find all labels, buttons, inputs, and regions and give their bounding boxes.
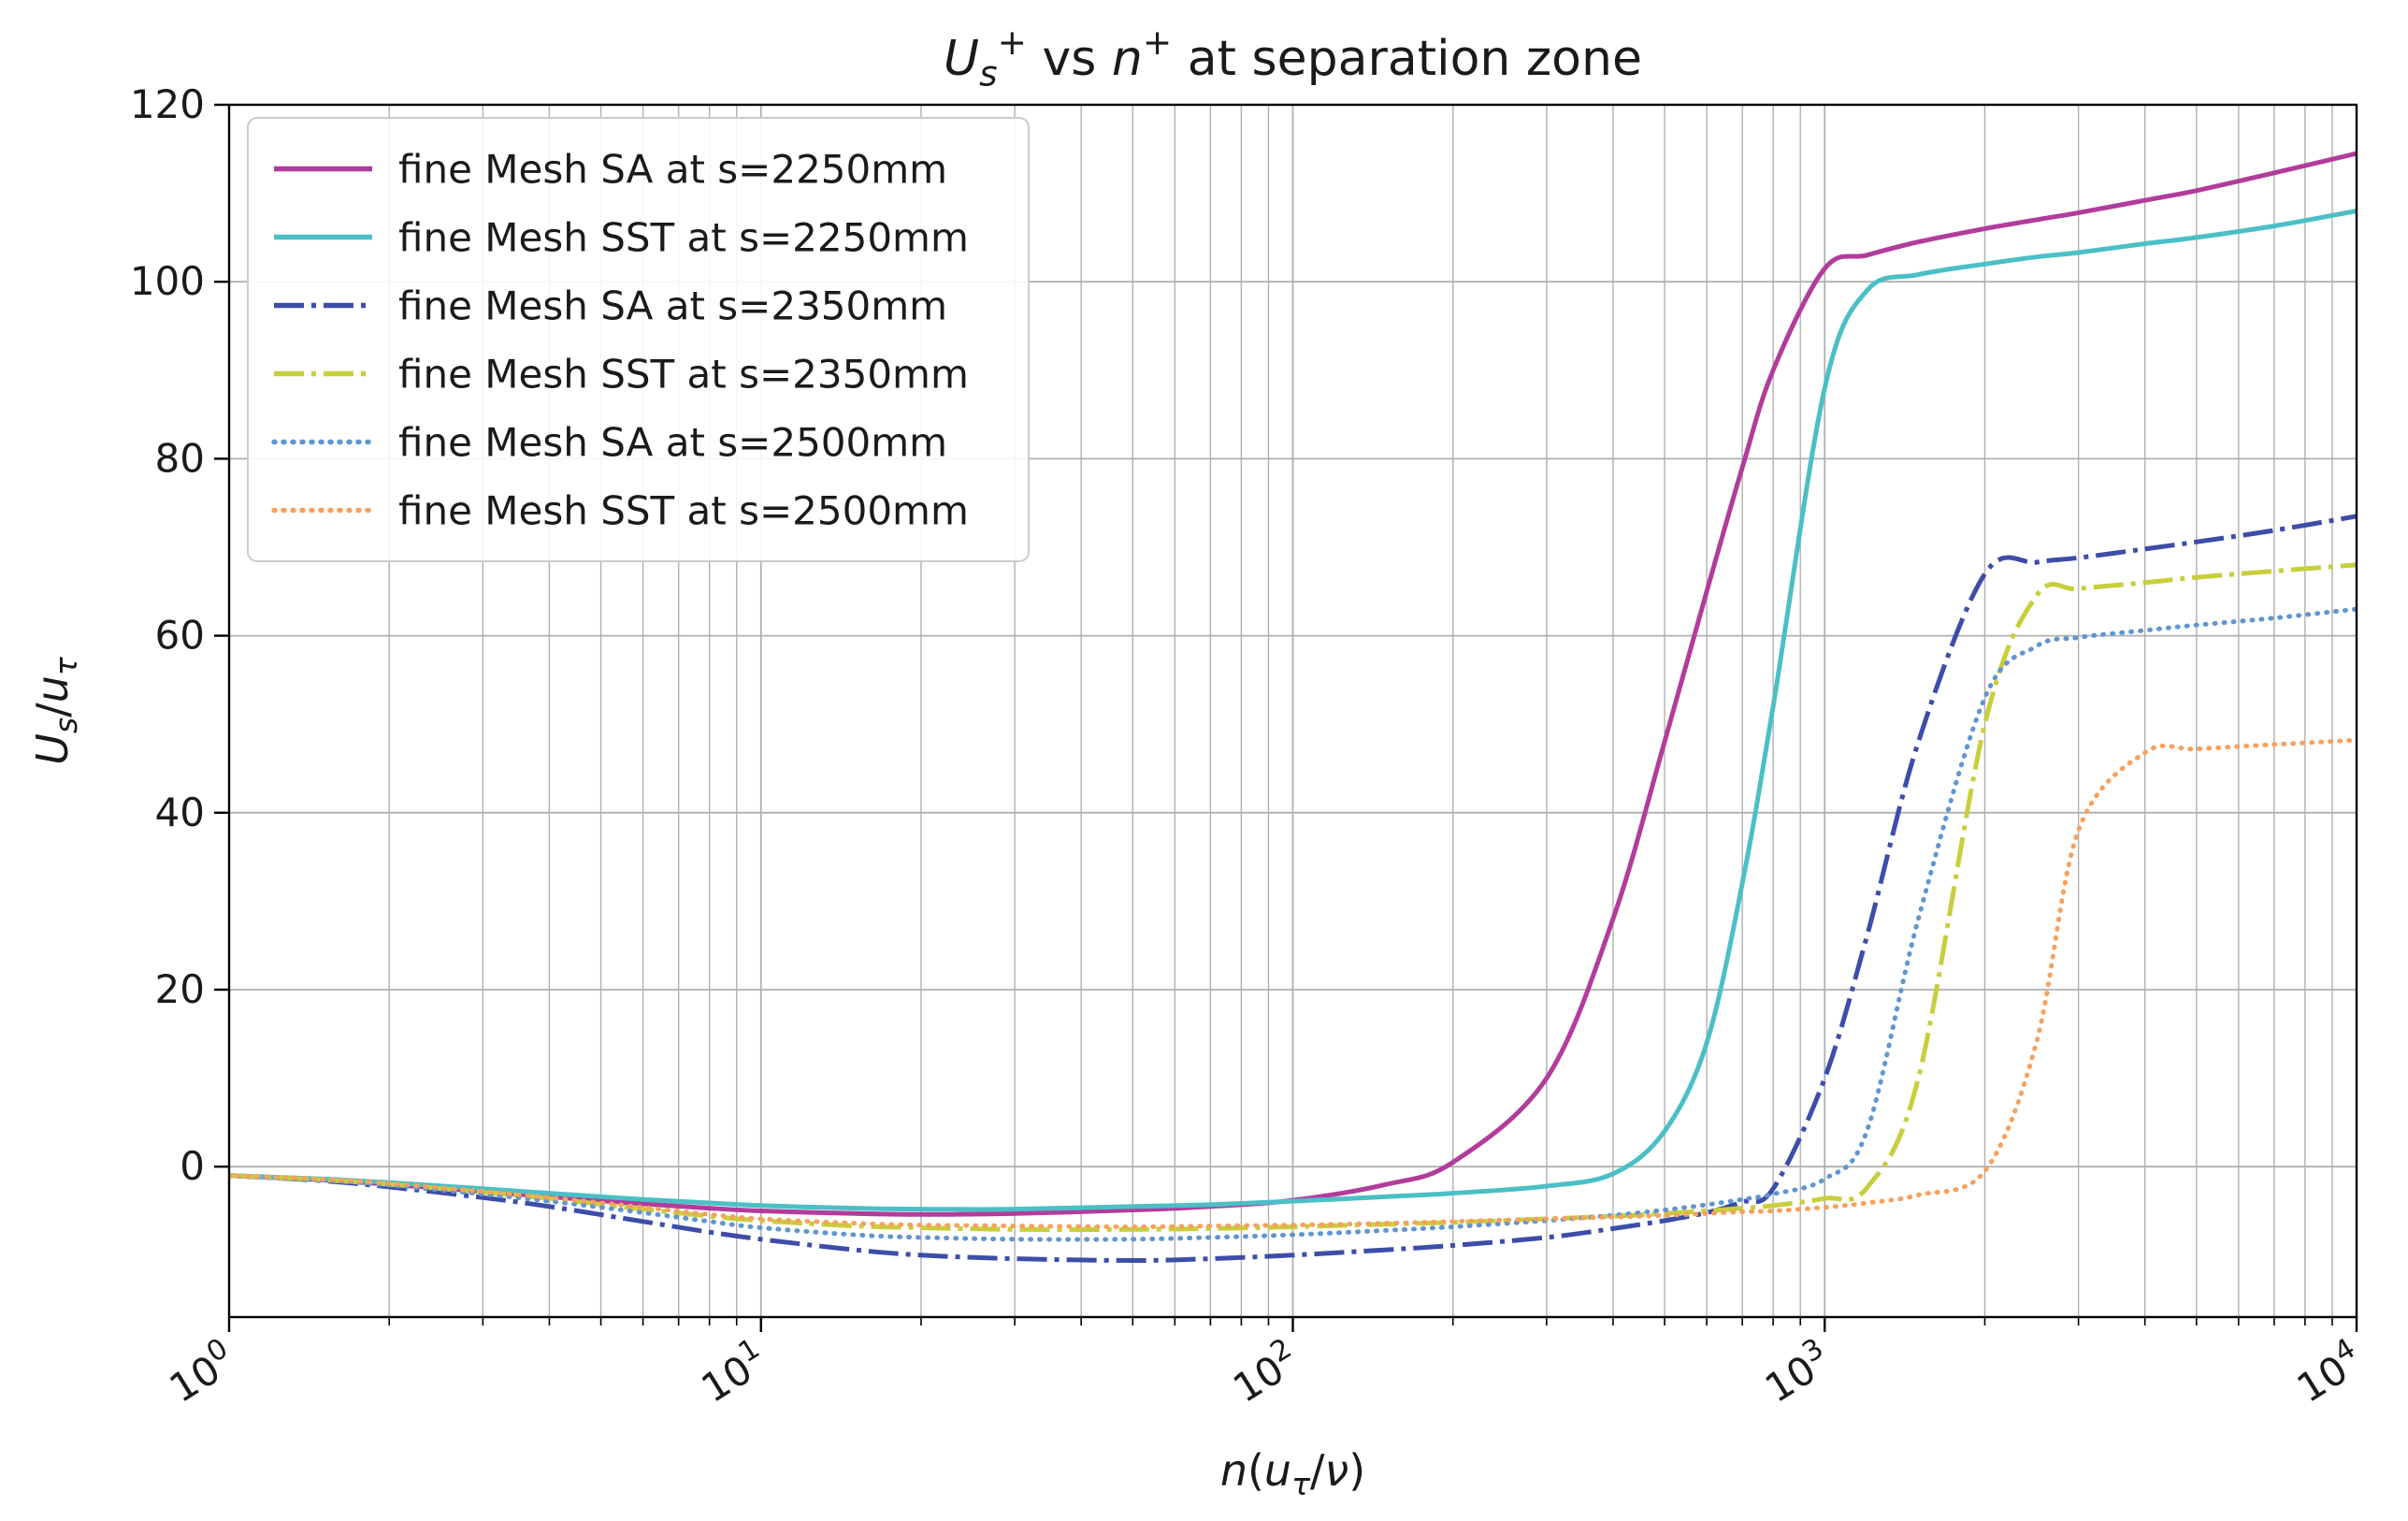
text-segment: n (1112, 31, 1143, 87)
text-segment: U (27, 733, 78, 765)
series-line-5 (229, 737, 2357, 1229)
text-segment: vs (1027, 31, 1112, 87)
text-segment: at separation zone (1172, 31, 1642, 87)
y-tick-label: 60 (155, 613, 205, 659)
y-tick-label: 120 (130, 81, 205, 127)
y-tick-label: 80 (155, 435, 205, 481)
text-segment: n (1220, 1445, 1247, 1496)
text-segment: ( (1247, 1445, 1264, 1496)
text-segment: u (27, 675, 78, 703)
legend-item: fine Mesh SA at s=2500mm (271, 420, 947, 466)
series-layer (229, 151, 2357, 1263)
chart-title: Us+ vs n+ at separation zone (944, 22, 1642, 94)
series-line-1 (229, 209, 2357, 1212)
legend-label: fine Mesh SST at s=2500mm (398, 488, 969, 534)
legend-item: fine Mesh SST at s=2250mm (274, 215, 969, 261)
text-segment: U (944, 31, 979, 87)
legend-label: fine Mesh SST at s=2250mm (398, 215, 969, 261)
text-segment: / (27, 703, 78, 717)
text-segment: + (998, 22, 1027, 63)
text-segment: ν (1325, 1445, 1349, 1496)
y-axis-label: Us/uτ (27, 656, 84, 765)
y-tick-label: 20 (155, 966, 205, 1012)
series-line-0 (229, 151, 2357, 1217)
text-segment: / (1310, 1445, 1325, 1496)
legend: fine Mesh SA at s=2250mm fine Mesh SST at… (247, 117, 1030, 562)
text-segment: + (1143, 22, 1172, 63)
legend-item: fine Mesh SST at s=2500mm (271, 488, 969, 534)
y-tick-label: 40 (155, 789, 205, 835)
text-segment: τ (1291, 1466, 1311, 1502)
legend-item: fine Mesh SA at s=2250mm (274, 147, 947, 193)
series-line-2 (229, 514, 2357, 1263)
legend-label: fine Mesh SST at s=2350mm (398, 352, 969, 398)
legend-label: fine Mesh SA at s=2500mm (398, 420, 947, 466)
legend-label: fine Mesh SA at s=2250mm (398, 147, 947, 193)
text-segment: u (1264, 1445, 1291, 1496)
legend-label: fine Mesh SA at s=2350mm (398, 283, 947, 329)
legend-item: fine Mesh SA at s=2350mm (274, 283, 947, 329)
series-line-4 (229, 606, 2357, 1242)
legend-item: fine Mesh SST at s=2350mm (274, 352, 969, 398)
x-axis-label: n(uτ/ν) (1220, 1445, 1365, 1502)
legend-box (247, 117, 1030, 562)
y-tick-label: 100 (130, 258, 205, 304)
text-segment: ) (1348, 1445, 1365, 1496)
y-tick-label: 0 (180, 1143, 205, 1189)
text-segment: s (979, 52, 998, 94)
text-segment: τ (48, 656, 84, 675)
series-line-3 (229, 562, 2357, 1233)
text-segment: s (48, 717, 84, 733)
